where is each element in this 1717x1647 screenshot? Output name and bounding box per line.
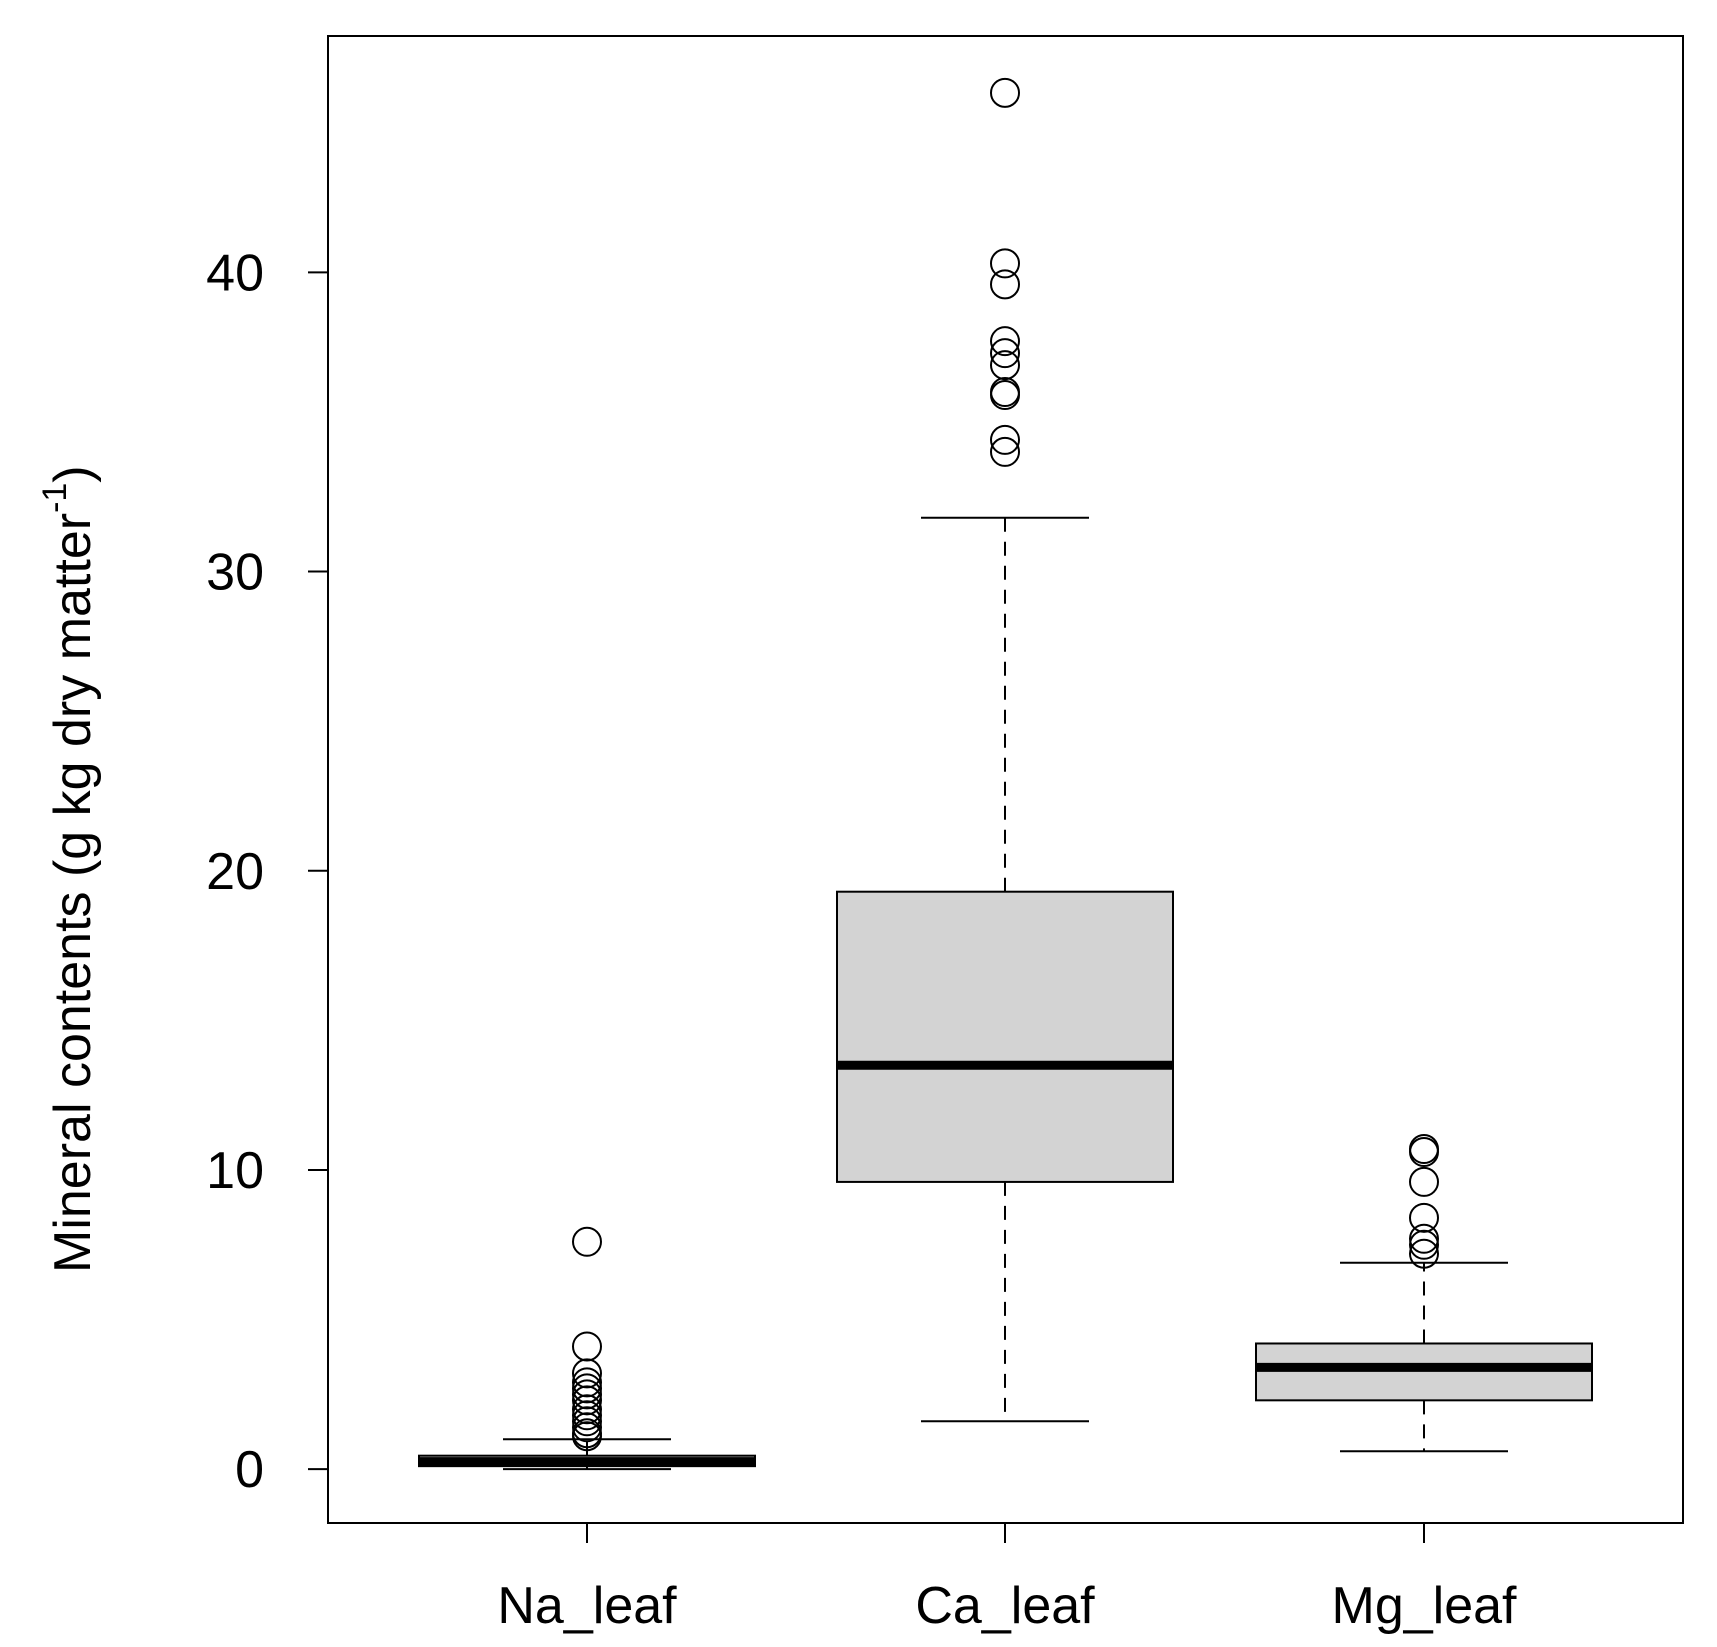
outlier-point — [1409, 1202, 1439, 1233]
y-tick-label: 10 — [206, 1142, 264, 1200]
outlier-point — [572, 1406, 602, 1437]
y-tick-label: 20 — [206, 843, 264, 901]
y-axis-label-main: Mineral contents (g kg dry matter — [44, 513, 102, 1273]
outlier-point — [990, 77, 1020, 108]
outlier-point — [1409, 1229, 1439, 1260]
outlier-point — [572, 1394, 602, 1425]
outlier-point — [1409, 1134, 1439, 1165]
y-axis-label: Mineral contents (g kg dry matter-1) — [36, 465, 102, 1273]
outlier-point — [572, 1412, 602, 1443]
y-axis-label-suffix: ) — [44, 465, 102, 482]
outlier-point — [1409, 1136, 1439, 1167]
y-tick-label: 40 — [206, 244, 264, 302]
y-tick-label: 30 — [206, 544, 264, 602]
x-tick-label: Ca_leaf — [915, 1577, 1095, 1635]
box-Na_leaf — [418, 1226, 756, 1471]
outlier-point — [1409, 1238, 1439, 1269]
x-axis: Na_leaf Ca_leaf Mg_leaf — [497, 1523, 1517, 1635]
y-tick-label: 0 — [235, 1441, 264, 1499]
outlier-point — [572, 1421, 602, 1452]
boxes-group — [418, 77, 1593, 1471]
outlier-point — [572, 1358, 602, 1389]
outlier-point — [572, 1331, 602, 1362]
outlier-point — [572, 1226, 602, 1257]
outlier-point — [990, 350, 1020, 381]
outlier-point — [990, 377, 1020, 408]
plot-frame — [327, 35, 1684, 1524]
outlier-point — [990, 424, 1020, 455]
outlier-point — [990, 326, 1020, 357]
x-tick-label: Na_leaf — [497, 1577, 677, 1635]
iqr-box — [836, 890, 1174, 1183]
box-Ca_leaf — [836, 77, 1174, 1423]
outlier-point — [990, 436, 1020, 467]
outlier-point — [990, 248, 1020, 279]
y-axis-label-superscript: -1 — [36, 483, 74, 513]
x-tick-label: Mg_leaf — [1332, 1577, 1518, 1635]
outlier-point — [990, 269, 1020, 300]
outlier-point — [990, 380, 1020, 411]
outlier-point — [1409, 1223, 1439, 1254]
box-Mg_leaf — [1255, 1134, 1593, 1453]
outlier-point — [990, 338, 1020, 369]
outlier-point — [572, 1400, 602, 1431]
outlier-point — [572, 1373, 602, 1404]
outlier-point — [1409, 1166, 1439, 1197]
outlier-point — [572, 1385, 602, 1416]
outlier-point — [572, 1367, 602, 1398]
y-axis: 0 10 20 30 40 — [206, 244, 329, 1499]
outlier-point — [572, 1379, 602, 1410]
